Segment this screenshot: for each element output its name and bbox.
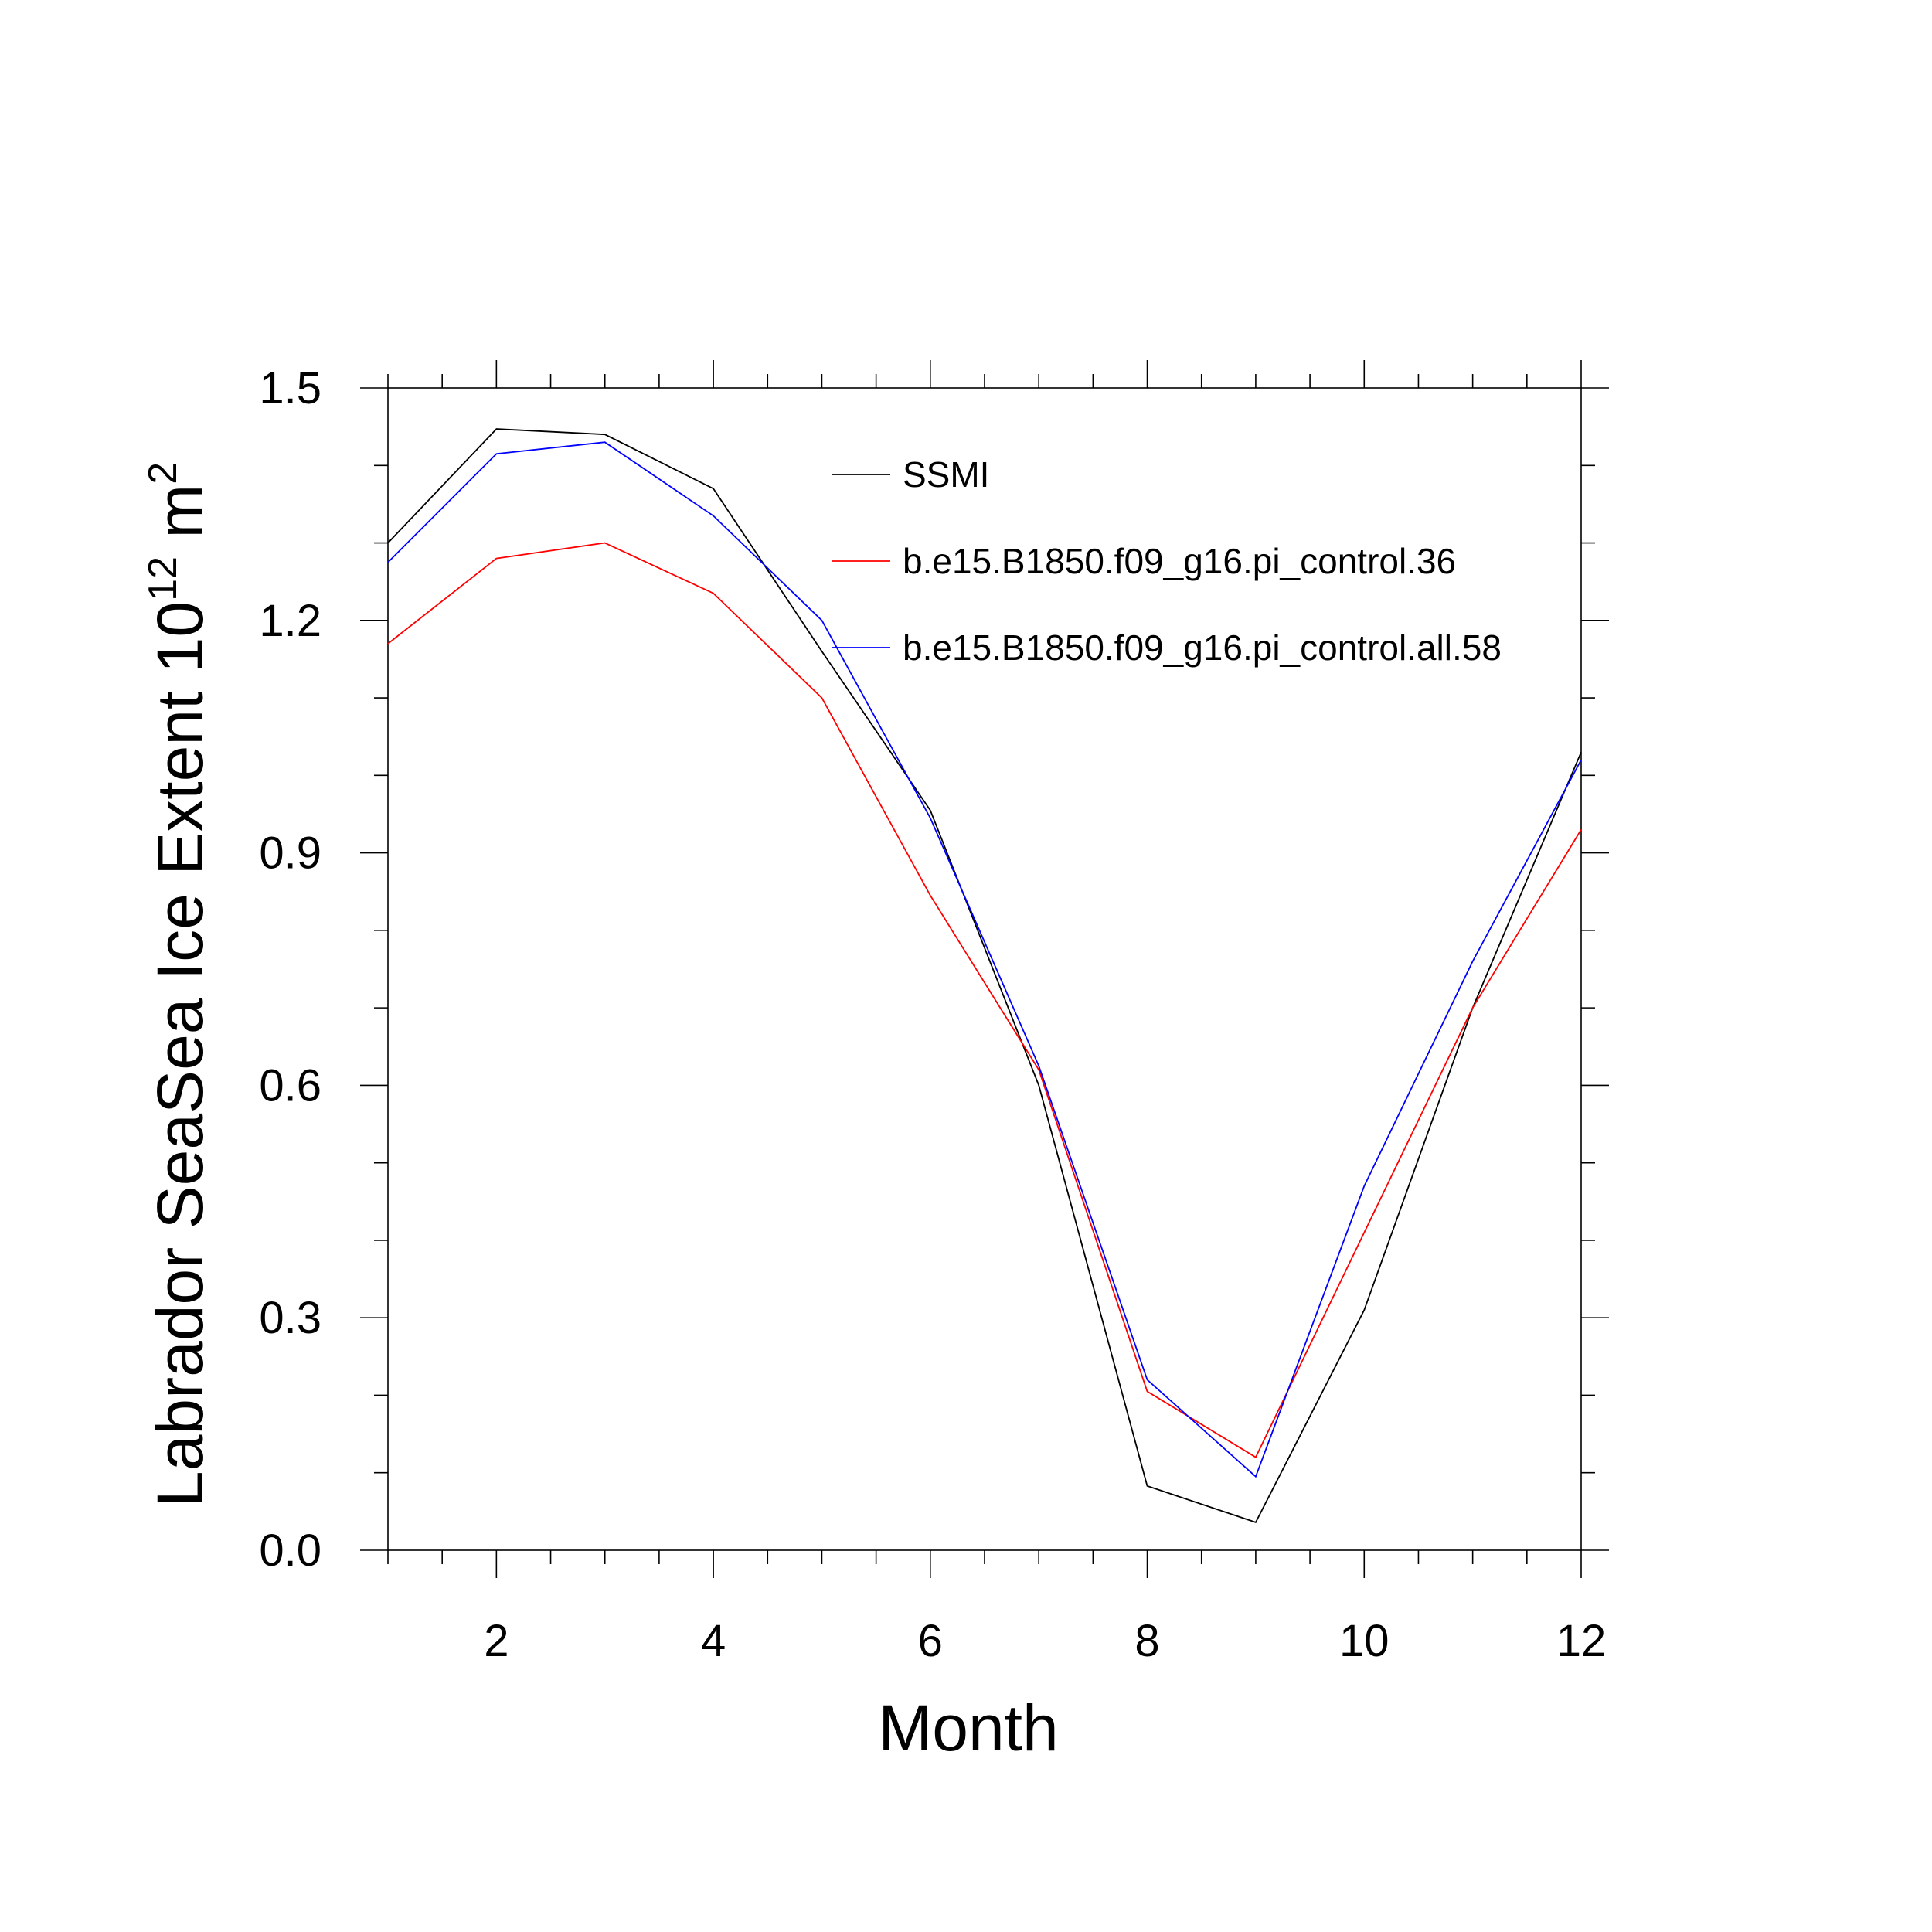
x-axis-title: Month: [878, 1692, 1058, 1764]
legend-label: SSMI: [903, 454, 989, 495]
x-tick-label: 10: [1339, 1616, 1389, 1666]
legend-label: b.e15.B1850.f09_g16.pi_control.all.58: [903, 628, 1502, 668]
x-tick-label: 2: [484, 1616, 509, 1666]
y-axis-title-exponent-1: 12: [141, 556, 185, 601]
y-tick-label: 0.9: [259, 828, 321, 879]
x-tick-label: 12: [1556, 1616, 1607, 1666]
y-tick-label: 1.5: [259, 363, 321, 413]
axes: 2 4 6 8 10 12 0.0 0.3 0.6 0.9 1.2 1.5: [259, 360, 1609, 1666]
series-lines: [387, 428, 1582, 1523]
x-tick-label: 6: [918, 1616, 943, 1666]
y-tick-label: 1.2: [259, 596, 321, 646]
y-tick-label: 0.3: [259, 1293, 321, 1343]
x-tick-label: 8: [1134, 1616, 1159, 1666]
y-axis-title: Labrador SeaSea Ice Extent 1012 m2: [141, 462, 216, 1507]
y-axis-title-exponent-2: 2: [141, 462, 185, 485]
legend: SSMI b.e15.B1850.f09_g16.pi_control.36 b.e…: [832, 454, 1502, 668]
y-axis-title-prefix: Labrador SeaSea Ice Extent 10: [144, 601, 216, 1507]
series-line: [387, 428, 1582, 1523]
y-axis-title-unit: m: [144, 485, 216, 556]
legend-label: b.e15.B1850.f09_g16.pi_control.36: [903, 541, 1456, 581]
y-tick-label: 0.6: [259, 1060, 321, 1111]
series-line: [387, 542, 1582, 1458]
x-tick-label: 4: [701, 1616, 726, 1666]
y-tick-label: 0.0: [259, 1526, 321, 1576]
series-line: [387, 441, 1582, 1478]
